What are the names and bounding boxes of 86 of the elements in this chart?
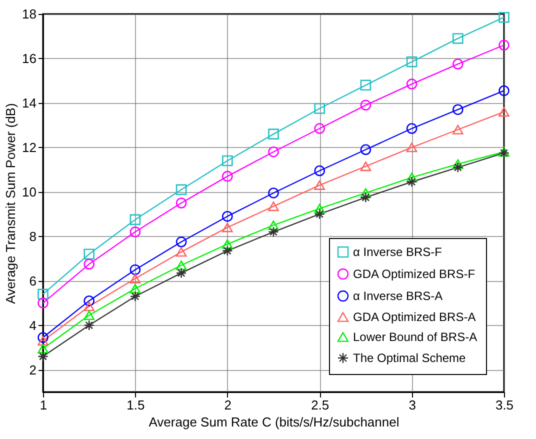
point	[84, 258, 94, 270]
point	[314, 180, 325, 190]
x-tick-label: 3.5	[495, 398, 514, 412]
point	[130, 274, 141, 284]
point	[176, 260, 187, 270]
point	[130, 226, 141, 238]
point	[84, 295, 94, 306]
point	[452, 159, 464, 169]
point	[268, 202, 279, 212]
point	[314, 165, 325, 176]
x-tick-label: 3	[408, 398, 416, 412]
point	[406, 176, 418, 188]
point	[222, 170, 233, 182]
legend-label: α Inverse BRS-F	[353, 245, 442, 259]
y-tick-label: 14	[22, 95, 36, 110]
y-tick-label: 6	[29, 273, 36, 288]
point	[38, 344, 48, 354]
point	[222, 155, 233, 166]
point	[452, 162, 464, 173]
x-tick-label: 1.5	[126, 398, 145, 412]
y-tick-label: 12	[22, 140, 36, 155]
legend-label: GDA Optimized BRS-A	[353, 310, 476, 324]
point	[268, 226, 279, 238]
x-tick-label: 2.5	[311, 398, 330, 412]
point	[268, 146, 279, 158]
point	[130, 290, 141, 302]
point	[176, 198, 187, 208]
point	[360, 80, 372, 91]
point	[452, 124, 464, 134]
point	[452, 104, 464, 115]
y-tick-label: 10	[22, 184, 36, 200]
point	[360, 192, 372, 203]
point	[498, 85, 510, 96]
point	[360, 188, 372, 198]
point	[222, 239, 233, 249]
point	[360, 144, 372, 156]
point	[38, 332, 48, 343]
point	[38, 288, 48, 300]
y-tick-label: 8	[29, 228, 36, 244]
point	[222, 245, 233, 256]
point	[498, 40, 510, 51]
point	[360, 100, 372, 111]
point	[130, 264, 141, 276]
point	[268, 188, 279, 198]
point	[360, 162, 372, 172]
y-tick-label: 16	[22, 50, 36, 66]
point	[406, 123, 418, 134]
point	[406, 78, 418, 90]
point	[176, 184, 187, 196]
point	[38, 351, 48, 362]
point	[452, 33, 464, 44]
legend-label: The Optimal Scheme	[353, 351, 466, 365]
point	[130, 284, 141, 294]
point	[222, 210, 233, 222]
legend-label: α Inverse BRS-A	[353, 289, 443, 303]
point	[38, 298, 48, 308]
point	[176, 268, 187, 278]
legend-label: GDA Optimized BRS-F	[353, 267, 476, 281]
x-axis-title: Average Sum Rate C (bits/s/Hz/subchannel	[148, 414, 400, 430]
point	[268, 220, 279, 230]
point	[84, 310, 94, 320]
point	[406, 142, 418, 152]
point	[314, 103, 325, 114]
point	[84, 320, 94, 331]
point	[498, 107, 510, 117]
point	[268, 128, 279, 140]
legend-label: Lower Bound of BRS-A	[353, 330, 478, 344]
point	[38, 336, 48, 346]
x-tick-label: 1	[40, 398, 48, 412]
point	[314, 208, 325, 220]
point	[176, 247, 187, 257]
point	[314, 204, 325, 214]
point	[130, 214, 141, 226]
x-tick-label: 2	[224, 398, 232, 412]
point	[406, 56, 418, 68]
y-tick-label: 2	[29, 362, 36, 378]
point	[222, 222, 233, 232]
y-axis-title: Average Transmit Sum Power (dB)	[3, 103, 18, 304]
point	[84, 248, 94, 260]
point	[498, 12, 510, 23]
point	[84, 302, 94, 312]
point	[452, 58, 464, 70]
point	[314, 123, 325, 134]
y-tick-label: 18	[22, 6, 36, 22]
y-tick-label: 4	[29, 318, 36, 333]
point	[176, 236, 187, 248]
